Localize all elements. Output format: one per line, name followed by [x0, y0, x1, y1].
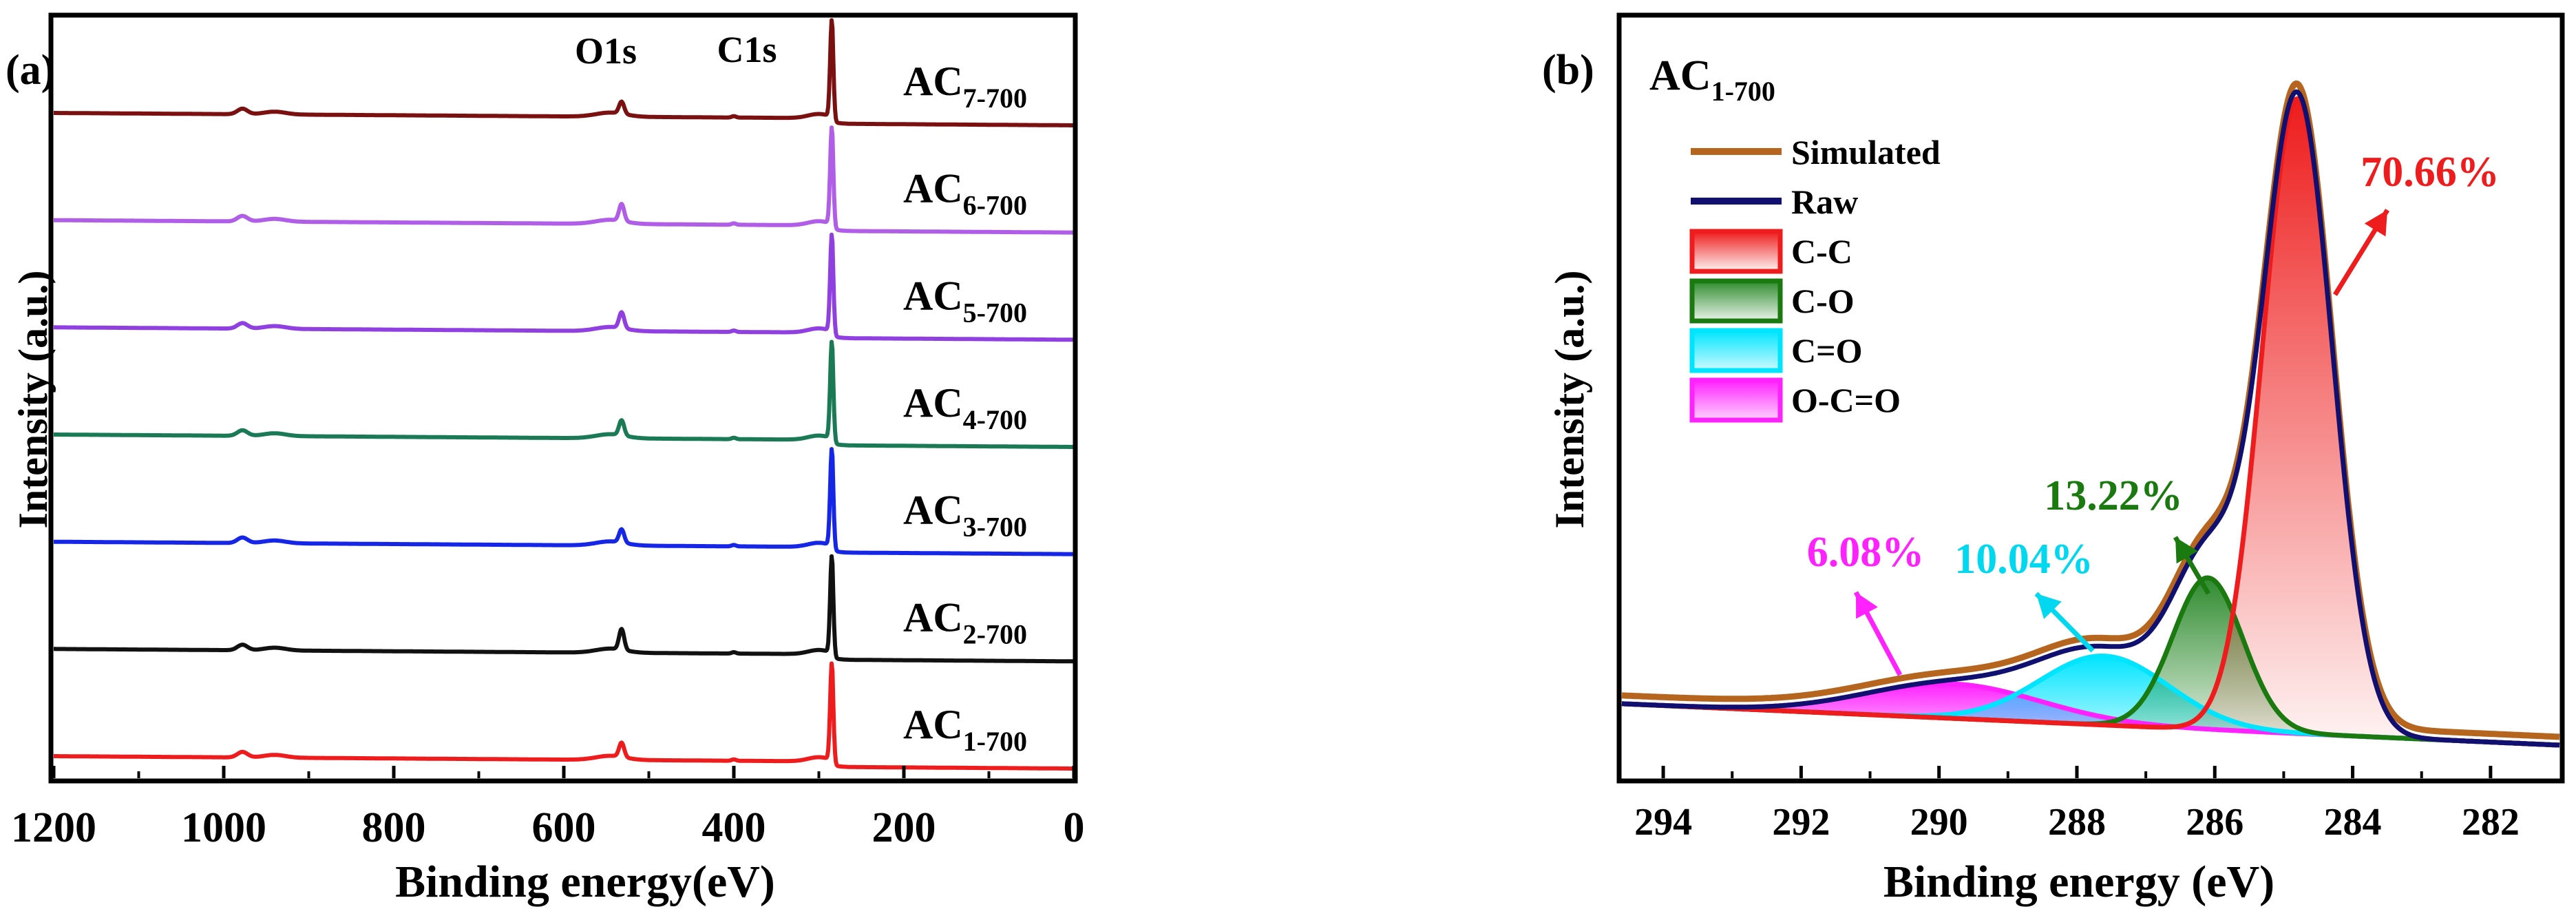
legend-swatch-O-C=O: [1689, 377, 1783, 423]
percent-arrowhead-C-C: [2364, 210, 2387, 237]
survey-line-7-700: [52, 18, 1075, 127]
o1s-peak-label: O1s: [575, 30, 637, 72]
a-tick-label-200: 200: [872, 804, 936, 851]
panel-b-x-ticks: 294 292 290 288 286 284 282: [1634, 766, 2520, 844]
series-label-7-700: AC7-700: [903, 59, 1027, 114]
legend-label-C=O: C=O: [1791, 331, 1863, 370]
a-tick-label-1200: 1200: [11, 804, 96, 851]
panel-b-label: (b): [1542, 47, 1594, 94]
percent-arrowhead-C=O: [2036, 594, 2062, 619]
series-label-sub: 2-700: [963, 618, 1027, 649]
panel-b-legend: Simulated Raw C-C C-O C=O O-C=O: [1689, 133, 1941, 423]
b-tick-label-286: 286: [2186, 801, 2244, 844]
series-label-4-700: AC4-700: [903, 380, 1027, 435]
a-tick-label-800: 800: [362, 804, 426, 851]
sample-label: AC1-700: [1649, 52, 1775, 107]
panel-b-annotations: 70.66% 13.22% 10.04% 6.08%: [1807, 149, 2500, 676]
panel-a-y-axis-title: Intensity (a.u.): [10, 270, 56, 528]
series-label-sub: 6-700: [963, 190, 1027, 221]
survey-line-3-700: [52, 447, 1075, 556]
b-tick-label-292: 292: [1772, 801, 1830, 844]
panel-b-x-axis-title: Binding energy (eV): [1883, 857, 2274, 907]
series-label-6-700: AC6-700: [903, 166, 1027, 221]
panel-a: (a) AC7-700AC6-700AC5-700AC4-700AC3-700A…: [6, 12, 1085, 907]
series-label-main: AC: [903, 166, 963, 211]
b-tick-label-290: 290: [1910, 801, 1968, 844]
panel-a-frame: [48, 12, 1078, 784]
a-tick-label-1000: 1000: [181, 804, 266, 851]
panel-b: (b) AC1-700 Simulated Raw C-C C-O C=O O-C=O 7…: [1542, 12, 2565, 907]
panel-a-series-group: [52, 18, 1075, 771]
series-label-sub: 4-700: [963, 404, 1027, 435]
legend-swatch-C=O: [1689, 328, 1783, 373]
percent-label-C=O: 10.04%: [1954, 536, 2093, 583]
b-tick-label-288: 288: [2048, 801, 2106, 844]
percent-label-C-C: 70.66%: [2361, 149, 2500, 196]
series-label-main: AC: [903, 702, 963, 747]
series-label-1-700: AC1-700: [903, 702, 1027, 757]
panel-a-label: (a): [6, 47, 55, 94]
sample-label-main: AC: [1649, 52, 1711, 99]
legend-swatch-C-O: [1689, 278, 1783, 324]
panel-b-frame: [1616, 12, 2565, 784]
series-label-sub: 7-700: [963, 83, 1027, 114]
percent-arrowhead-O-C=O: [1856, 592, 1878, 619]
simulated-envelope-line: [1621, 80, 2560, 740]
panel-b-y-axis-title: Intensity (a.u.): [1547, 270, 1592, 528]
component-fill-C-C: [1622, 98, 2559, 745]
series-label-5-700: AC5-700: [903, 273, 1027, 328]
percent-arrowhead-C-O: [2175, 537, 2198, 564]
legend-swatch-C-C: [1689, 229, 1783, 274]
legend-label-Raw: Raw: [1791, 182, 1858, 221]
panel-a-x-axis-title: Binding energy(eV): [395, 857, 775, 907]
percent-label-O-C=O: 6.08%: [1807, 529, 1925, 576]
sample-label-sub: 1-700: [1711, 76, 1775, 107]
b-tick-label-282: 282: [2462, 801, 2520, 844]
survey-line-4-700: [52, 340, 1075, 449]
series-label-main: AC: [903, 488, 963, 533]
a-tick-label-600: 600: [532, 804, 596, 851]
legend-label-Simulated: Simulated: [1791, 133, 1941, 171]
series-label-3-700: AC3-700: [903, 488, 1027, 543]
legend-label-C-O: C-O: [1791, 282, 1855, 320]
c1s-peak-label: C1s: [717, 29, 777, 70]
legend-label-O-C=O: O-C=O: [1791, 381, 1901, 419]
percent-label-C-O: 13.22%: [2044, 472, 2183, 519]
panel-a-x-ticks: 1200 1000 800 600 400 200 0: [11, 766, 1085, 851]
b-tick-label-284: 284: [2324, 801, 2382, 844]
a-tick-label-0: 0: [1064, 804, 1085, 851]
a-tick-label-400: 400: [702, 804, 766, 851]
series-label-sub: 5-700: [963, 297, 1027, 328]
legend-label-C-C: C-C: [1791, 232, 1852, 271]
survey-line-5-700: [52, 232, 1075, 342]
b-tick-label-294: 294: [1634, 801, 1692, 844]
series-label-sub: 1-700: [963, 726, 1027, 757]
component-fill-C=O: [1622, 656, 2559, 745]
series-label-main: AC: [903, 59, 963, 104]
series-label-main: AC: [903, 273, 963, 318]
series-label-main: AC: [903, 380, 963, 426]
series-label-sub: 3-700: [963, 512, 1027, 543]
series-label-2-700: AC2-700: [903, 594, 1027, 649]
survey-line-2-700: [52, 554, 1075, 664]
panel-a-series-labels: AC7-700AC6-700AC5-700AC4-700AC3-700AC2-7…: [903, 59, 1027, 757]
series-label-main: AC: [903, 594, 963, 640]
survey-line-6-700: [52, 125, 1075, 235]
